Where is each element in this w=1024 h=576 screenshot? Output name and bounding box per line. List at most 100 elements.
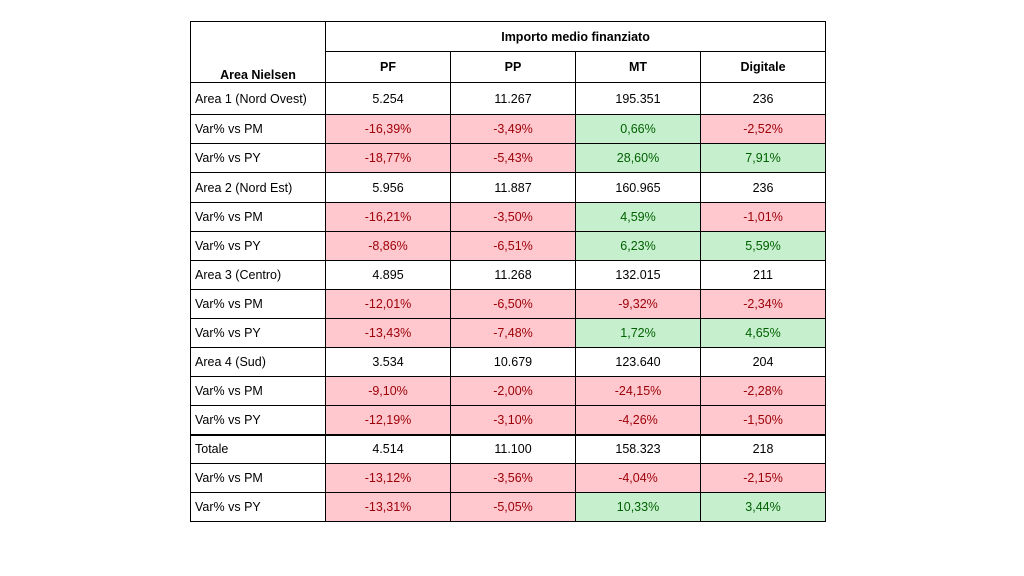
variance-label: Var% vs PM <box>190 463 326 493</box>
variance-row: Var% vs PM -13,12% -3,56% -4,04% -2,15% <box>190 463 827 493</box>
value-cell-digitale: 236 <box>699 82 827 115</box>
variance-row: Var% vs PY -13,31% -5,05% 10,33% 3,44% <box>190 492 827 522</box>
value-cell-pf: 4.895 <box>325 260 451 290</box>
variance-label: Var% vs PY <box>190 405 326 435</box>
value-cell-digitale: 211 <box>699 260 827 290</box>
value-cell-mt: 160.965 <box>575 172 701 203</box>
col-header-digitale: Digitale <box>699 51 827 83</box>
variance-label: Var% vs PM <box>190 289 326 319</box>
value-cell-pp: 11.268 <box>450 260 576 290</box>
variance-cell-mt: 1,72% <box>575 318 701 348</box>
value-cell-pf: 3.534 <box>325 347 451 377</box>
variance-cell-pf: -13,31% <box>325 492 451 522</box>
variance-cell-pf: -16,21% <box>325 202 451 232</box>
value-cell-pp: 11.267 <box>450 82 576 115</box>
variance-row: Var% vs PY -18,77% -5,43% 28,60% 7,91% <box>190 143 827 173</box>
variance-cell-digitale: -1,01% <box>699 202 827 232</box>
variance-cell-digitale: -2,15% <box>699 463 827 493</box>
variance-label: Var% vs PY <box>190 318 326 348</box>
variance-cell-digitale: -2,34% <box>699 289 827 319</box>
col-header-mt: MT <box>575 51 701 83</box>
value-cell-pf: 4.514 <box>325 433 451 464</box>
variance-cell-mt: 0,66% <box>575 114 701 144</box>
value-cell-mt: 158.323 <box>575 433 701 464</box>
variance-cell-digitale: 4,65% <box>699 318 827 348</box>
variance-cell-pf: -13,43% <box>325 318 451 348</box>
variance-cell-digitale: -1,50% <box>699 405 827 435</box>
variance-cell-digitale: 5,59% <box>699 231 827 261</box>
value-cell-digitale: 218 <box>699 433 827 464</box>
variance-cell-pf: -16,39% <box>325 114 451 144</box>
area-row: Area 1 (Nord Ovest) 5.254 11.267 195.351 236 <box>190 82 827 115</box>
variance-cell-digitale: -2,28% <box>699 376 827 406</box>
variance-cell-pp: -6,51% <box>450 231 576 261</box>
variance-cell-digitale: -2,52% <box>699 114 827 144</box>
variance-cell-pp: -7,48% <box>450 318 576 348</box>
area-row: Area 4 (Sud) 3.534 10.679 123.640 204 <box>190 347 827 377</box>
variance-cell-pp: -3,49% <box>450 114 576 144</box>
area-label: Area 3 (Centro) <box>190 260 326 290</box>
col-header-pp: PP <box>450 51 576 83</box>
value-cell-pf: 5.254 <box>325 82 451 115</box>
corner-cell-top <box>190 21 326 52</box>
variance-cell-mt: 4,59% <box>575 202 701 232</box>
variance-cell-mt: 10,33% <box>575 492 701 522</box>
financing-table: Importo medio finanziato Area Nielsen PF… <box>190 21 827 522</box>
value-cell-mt: 195.351 <box>575 82 701 115</box>
variance-row: Var% vs PM -16,21% -3,50% 4,59% -1,01% <box>190 202 827 232</box>
area-label: Area 4 (Sud) <box>190 347 326 377</box>
variance-row: Var% vs PM -16,39% -3,49% 0,66% -2,52% <box>190 114 827 144</box>
area-row: Area 3 (Centro) 4.895 11.268 132.015 211 <box>190 260 827 290</box>
value-cell-digitale: 204 <box>699 347 827 377</box>
variance-row: Var% vs PY -13,43% -7,48% 1,72% 4,65% <box>190 318 827 348</box>
variance-label: Var% vs PM <box>190 202 326 232</box>
value-cell-mt: 132.015 <box>575 260 701 290</box>
variance-cell-mt: -4,26% <box>575 405 701 435</box>
variance-cell-mt: -9,32% <box>575 289 701 319</box>
area-column-header: Area Nielsen <box>190 51 326 83</box>
variance-row: Var% vs PY -12,19% -3,10% -4,26% -1,50% <box>190 405 827 435</box>
area-row: Totale 4.514 11.100 158.323 218 <box>190 433 827 464</box>
variance-cell-digitale: 7,91% <box>699 143 827 173</box>
area-label: Totale <box>190 433 326 464</box>
variance-cell-mt: 28,60% <box>575 143 701 173</box>
area-row: Area 2 (Nord Est) 5.956 11.887 160.965 236 <box>190 172 827 203</box>
variance-cell-pf: -18,77% <box>325 143 451 173</box>
variance-cell-pp: -3,50% <box>450 202 576 232</box>
variance-cell-pp: -2,00% <box>450 376 576 406</box>
value-cell-mt: 123.640 <box>575 347 701 377</box>
variance-row: Var% vs PY -8,86% -6,51% 6,23% 5,59% <box>190 231 827 261</box>
variance-cell-mt: -4,04% <box>575 463 701 493</box>
area-label: Area 1 (Nord Ovest) <box>190 82 326 115</box>
col-header-pf: PF <box>325 51 451 83</box>
variance-cell-mt: -24,15% <box>575 376 701 406</box>
variance-cell-pf: -9,10% <box>325 376 451 406</box>
variance-cell-digitale: 3,44% <box>699 492 827 522</box>
variance-row: Var% vs PM -12,01% -6,50% -9,32% -2,34% <box>190 289 827 319</box>
variance-cell-pp: -5,05% <box>450 492 576 522</box>
variance-cell-pf: -12,19% <box>325 405 451 435</box>
variance-cell-pp: -3,10% <box>450 405 576 435</box>
variance-label: Var% vs PM <box>190 376 326 406</box>
value-cell-pp: 11.100 <box>450 433 576 464</box>
value-cell-pp: 10.679 <box>450 347 576 377</box>
group-title: Importo medio finanziato <box>324 21 827 52</box>
value-cell-pp: 11.887 <box>450 172 576 203</box>
variance-label: Var% vs PY <box>190 492 326 522</box>
variance-label: Var% vs PM <box>190 114 326 144</box>
variance-cell-pf: -13,12% <box>325 463 451 493</box>
variance-cell-mt: 6,23% <box>575 231 701 261</box>
variance-cell-pp: -3,56% <box>450 463 576 493</box>
variance-label: Var% vs PY <box>190 143 326 173</box>
variance-cell-pp: -6,50% <box>450 289 576 319</box>
value-cell-pf: 5.956 <box>325 172 451 203</box>
variance-cell-pf: -8,86% <box>325 231 451 261</box>
value-cell-digitale: 236 <box>699 172 827 203</box>
header-row-columns: Area Nielsen PF PP MT Digitale <box>190 51 827 83</box>
variance-row: Var% vs PM -9,10% -2,00% -24,15% -2,28% <box>190 376 827 406</box>
variance-label: Var% vs PY <box>190 231 326 261</box>
header-row-title: Importo medio finanziato <box>190 21 827 52</box>
variance-cell-pp: -5,43% <box>450 143 576 173</box>
area-label: Area 2 (Nord Est) <box>190 172 326 203</box>
variance-cell-pf: -12,01% <box>325 289 451 319</box>
